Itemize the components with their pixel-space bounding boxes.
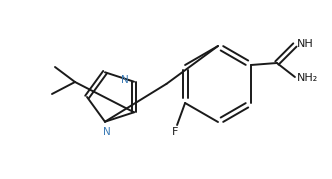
Text: F: F bbox=[172, 127, 178, 137]
Text: N: N bbox=[103, 127, 111, 137]
Text: N: N bbox=[121, 75, 129, 85]
Text: NH₂: NH₂ bbox=[297, 73, 318, 83]
Text: NH: NH bbox=[297, 39, 314, 49]
